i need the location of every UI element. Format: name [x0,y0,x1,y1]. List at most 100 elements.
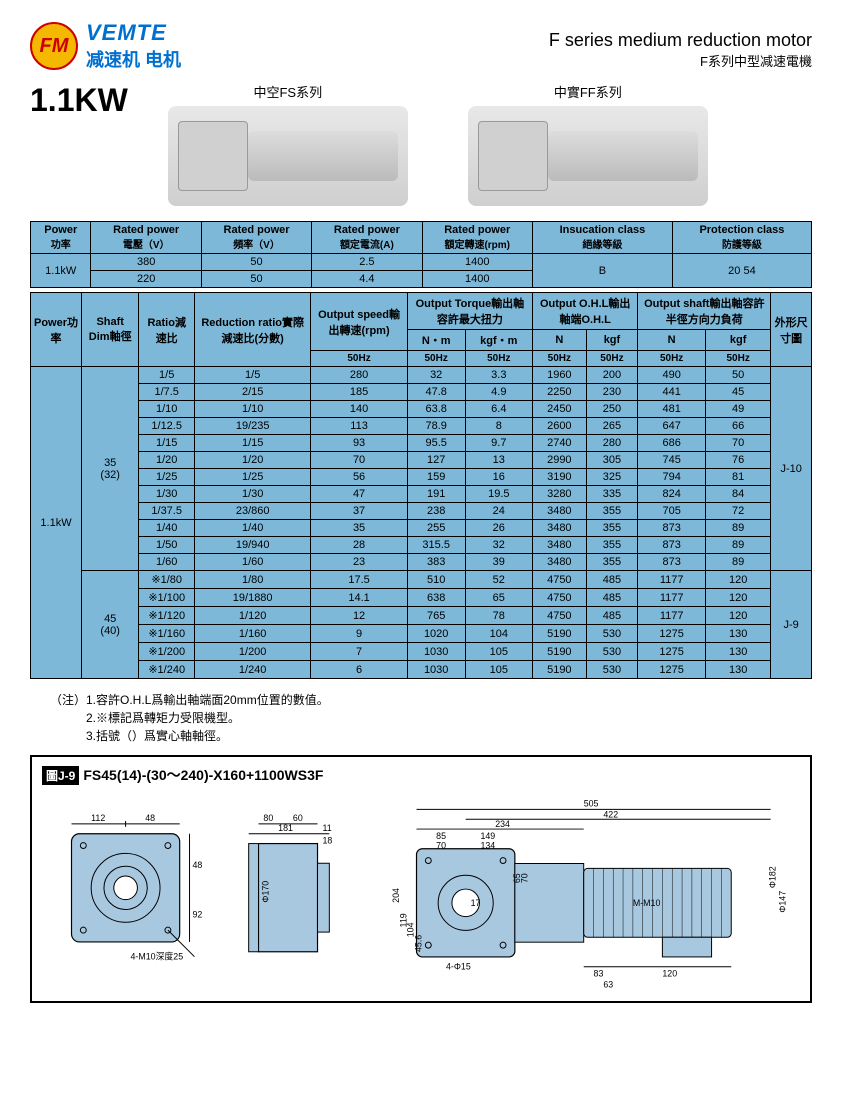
table2-cell: 120 [706,571,771,589]
series-fs-label: 中空FS系列 [253,82,322,101]
svg-text:422: 422 [603,809,618,819]
table2-cell: 1/7.5 [139,384,195,401]
svg-text:48: 48 [145,813,155,823]
table2-cell: 7 [311,643,407,661]
table2-cell: 65 [465,589,532,607]
table2-cell: 530 [586,625,638,643]
table1-power: 1.1kW [31,254,91,288]
table2-cell: 78 [465,607,532,625]
table2-header: kgf [706,330,771,351]
table2-cell: 84 [706,486,771,503]
table2-cell: 4750 [533,571,587,589]
table1-header: Rated power額定轉速(rpm) [422,222,532,254]
svg-text:70: 70 [436,841,446,851]
table2-cell: 104 [465,625,532,643]
page-title: F series medium reduction motor F系列中型减速電… [549,30,812,70]
table2-cell: 1/80 [195,571,311,589]
table2-cell: 355 [586,520,638,537]
table2-cell: 355 [586,537,638,554]
svg-text:11: 11 [323,823,332,833]
table2-cell: 35 [311,520,407,537]
table1-cell: 2.5 [312,254,422,271]
svg-text:4-Φ15: 4-Φ15 [446,962,471,972]
table1-cell: 50 [201,254,311,271]
table2-shaft: 45(40) [82,571,139,679]
table2-cell: 105 [465,643,532,661]
table2-cell: 23 [311,554,407,571]
table2-cell: 1/10 [139,401,195,418]
table2-cell: 3480 [533,554,587,571]
table2-cell: 81 [706,469,771,486]
table1-header: Power功率 [31,222,91,254]
table2-cell: 1/20 [195,452,311,469]
table2-header: Output shaft輸出軸容許半徑方向力負荷 [638,293,771,330]
table2-cell: 32 [407,367,465,384]
table2-cell: 24 [465,503,532,520]
rated-power-table: Power功率Rated power電壓（V）Rated power頻率（V）R… [30,221,812,288]
svg-text:70: 70 [520,873,530,883]
table1-header: Rated power額定電流(A) [312,222,422,254]
table2-cell: 191 [407,486,465,503]
drawing-box: 圖J-9FS45(14)-(30～240)-X160+1100WS3F 112 … [30,755,812,1003]
table2-cell: 93 [311,435,407,452]
drawing-title: 圖J-9FS45(14)-(30～240)-X160+1100WS3F [42,765,800,785]
table2-cell: 2250 [533,384,587,401]
motor-ff-image [468,106,708,206]
table2-cell: 1/50 [139,537,195,554]
note-line: 3.括號（）爲實心軸軸徑。 [50,727,812,745]
table2-header: Output speed輸出轉速(rpm) [311,293,407,351]
table1-prot: 20 54 [672,254,811,288]
table2-cell: 686 [638,435,706,452]
table2-cell: ※1/200 [139,643,195,661]
table2-cell: ※1/80 [139,571,195,589]
logo: FM VEMTE 减速机 电机 [30,20,181,72]
table1-header: Insucation class絕緣等級 [532,222,672,254]
drawing-badge: 圖J-9 [42,766,79,785]
notes: （注）1.容許O.H.L爲輸出軸端面20mm位置的數值。 2.※標記爲轉矩力受限… [50,691,812,745]
table2-cell: 705 [638,503,706,520]
table2-cell: 383 [407,554,465,571]
brand: VEMTE 减速机 电机 [86,20,181,72]
table2-header: 50Hz [706,351,771,367]
table2-cell: 1275 [638,661,706,679]
table2-cell: 1/12.5 [139,418,195,435]
table2-cell: 70 [311,452,407,469]
table2-cell: 120 [706,589,771,607]
table1-header: Rated power電壓（V） [91,222,201,254]
table2-cell: 66 [706,418,771,435]
table2-cell: 873 [638,554,706,571]
table2-cell: 70 [706,435,771,452]
table2-cell: 19/1880 [195,589,311,607]
svg-text:17: 17 [471,898,481,908]
table2-cell: 3190 [533,469,587,486]
table2-cell: 32 [465,537,532,554]
table2-dim: J-10 [771,367,812,571]
table2-cell: 200 [586,367,638,384]
table2-cell: ※1/120 [139,607,195,625]
table1-cell: 1400 [422,271,532,288]
table2-cell: 485 [586,589,638,607]
table2-cell: 72 [706,503,771,520]
svg-text:60: 60 [293,813,303,823]
table2-cell: 3280 [533,486,587,503]
table1-cell: 1400 [422,254,532,271]
table2-cell: 76 [706,452,771,469]
table2-header: Reduction ratio實際減速比(分數) [195,293,311,367]
svg-text:505: 505 [584,798,599,808]
table2-cell: 95.5 [407,435,465,452]
table2-cell: 47.8 [407,384,465,401]
svg-text:83: 83 [593,969,603,979]
table2-header: 50Hz [311,351,407,367]
table2-cell: 1/240 [195,661,311,679]
svg-text:4-M10深度25: 4-M10深度25 [131,951,184,962]
table2-cell: 481 [638,401,706,418]
table2-cell: 1/5 [195,367,311,384]
table2-cell: 50 [706,367,771,384]
table2-cell: 89 [706,537,771,554]
table2-cell: 1/60 [139,554,195,571]
svg-text:120: 120 [662,969,677,979]
table2-header: 外形尺寸圖 [771,293,812,367]
table2-cell: 238 [407,503,465,520]
table2-cell: 52 [465,571,532,589]
title-cn: F系列中型减速電機 [549,51,812,70]
